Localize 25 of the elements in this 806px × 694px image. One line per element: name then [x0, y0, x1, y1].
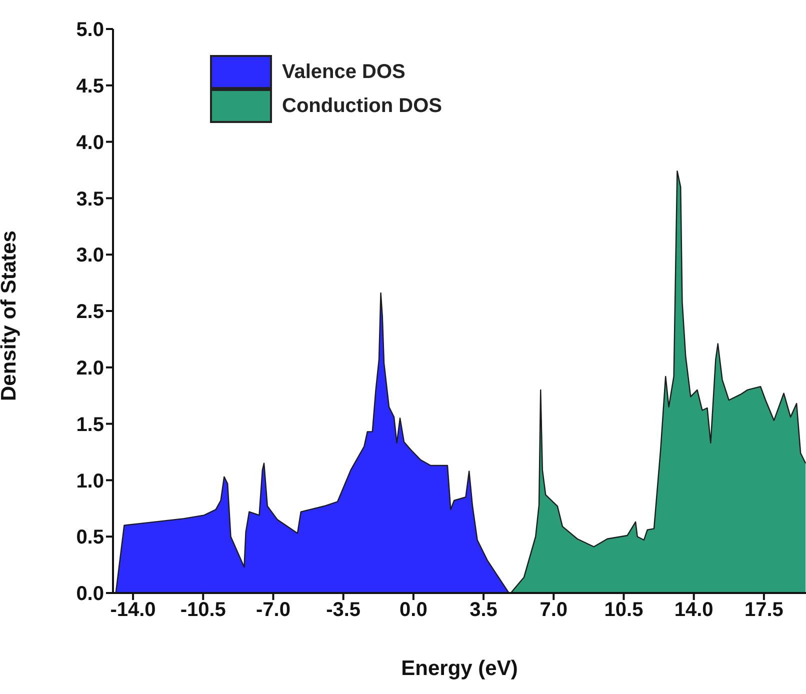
x-tick-label: 14.0	[674, 599, 714, 622]
x-tick-label: 17.5	[744, 599, 784, 622]
x-tick-label: 0.0	[400, 599, 428, 622]
x-tick-label: -7.0	[256, 599, 290, 622]
y-tick-label: 5.0	[76, 19, 104, 42]
y-axis-title: Density of States	[0, 230, 20, 401]
y-tick-label: 4.5	[76, 76, 104, 98]
x-tick-label: 10.5	[604, 599, 644, 622]
legend-label: Valence DOS	[282, 60, 406, 84]
x-tick-label: 7.0	[540, 599, 568, 622]
x-tick-label: 3.5	[470, 599, 498, 622]
x-tick-label: -14.0	[110, 599, 156, 622]
y-tick-label: 3.5	[76, 188, 104, 210]
y-tick-label: 2.5	[76, 301, 104, 324]
legend-label: Conduction DOS	[282, 94, 442, 118]
y-tick-label: 1.5	[76, 414, 104, 436]
x-axis-title: Energy (eV)	[401, 657, 518, 680]
y-tick-label: 0.5	[76, 526, 104, 549]
y-tick-label: 3.0	[76, 244, 104, 267]
x-tick-label: -3.5	[326, 599, 361, 622]
y-tick-label: 2.0	[76, 358, 104, 380]
x-tick-label: -10.5	[180, 599, 226, 622]
y-tick-label: 1.0	[76, 470, 104, 492]
y-tick-label: 4.0	[76, 132, 104, 154]
y-tick-label: 0.0	[76, 583, 104, 606]
